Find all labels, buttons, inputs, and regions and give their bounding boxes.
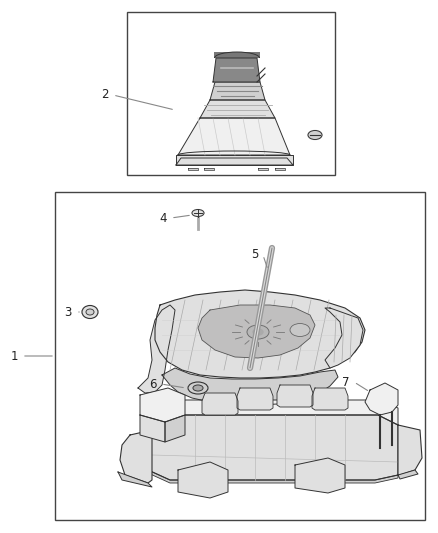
Bar [55,192,425,520]
Text: 7: 7 [342,376,350,389]
Polygon shape [237,388,273,410]
Ellipse shape [82,305,98,319]
Text: 6: 6 [149,377,157,391]
Polygon shape [213,58,260,82]
Ellipse shape [86,309,94,315]
Polygon shape [312,388,348,410]
Text: 5: 5 [251,248,259,262]
Polygon shape [162,368,338,405]
Polygon shape [295,458,345,493]
Polygon shape [188,168,198,170]
Polygon shape [198,305,315,358]
Polygon shape [165,415,185,442]
Polygon shape [214,52,260,58]
Text: 4: 4 [159,212,167,224]
Text: 3: 3 [64,305,72,319]
Polygon shape [398,425,422,475]
Polygon shape [210,82,265,100]
Polygon shape [176,158,293,165]
Ellipse shape [290,324,310,336]
Polygon shape [148,470,398,483]
Polygon shape [202,393,238,415]
Polygon shape [155,290,365,378]
Polygon shape [138,305,175,393]
Ellipse shape [247,325,269,339]
Text: 2: 2 [101,88,109,101]
Ellipse shape [253,329,263,335]
Polygon shape [148,415,398,480]
Polygon shape [277,385,313,407]
Polygon shape [140,388,185,422]
Polygon shape [178,462,228,498]
Ellipse shape [193,385,203,391]
Text: 1: 1 [10,350,18,362]
Polygon shape [365,383,398,415]
Polygon shape [118,472,152,487]
Polygon shape [120,430,152,483]
Ellipse shape [308,131,322,140]
Polygon shape [275,168,285,170]
Polygon shape [140,415,165,442]
Ellipse shape [188,382,208,394]
Polygon shape [204,168,214,170]
Polygon shape [176,155,293,165]
Polygon shape [258,168,268,170]
Ellipse shape [192,209,204,216]
Polygon shape [152,400,398,425]
Polygon shape [398,470,418,479]
Polygon shape [200,100,275,118]
Polygon shape [178,118,290,155]
Bar [127,12,335,175]
Polygon shape [325,308,363,368]
